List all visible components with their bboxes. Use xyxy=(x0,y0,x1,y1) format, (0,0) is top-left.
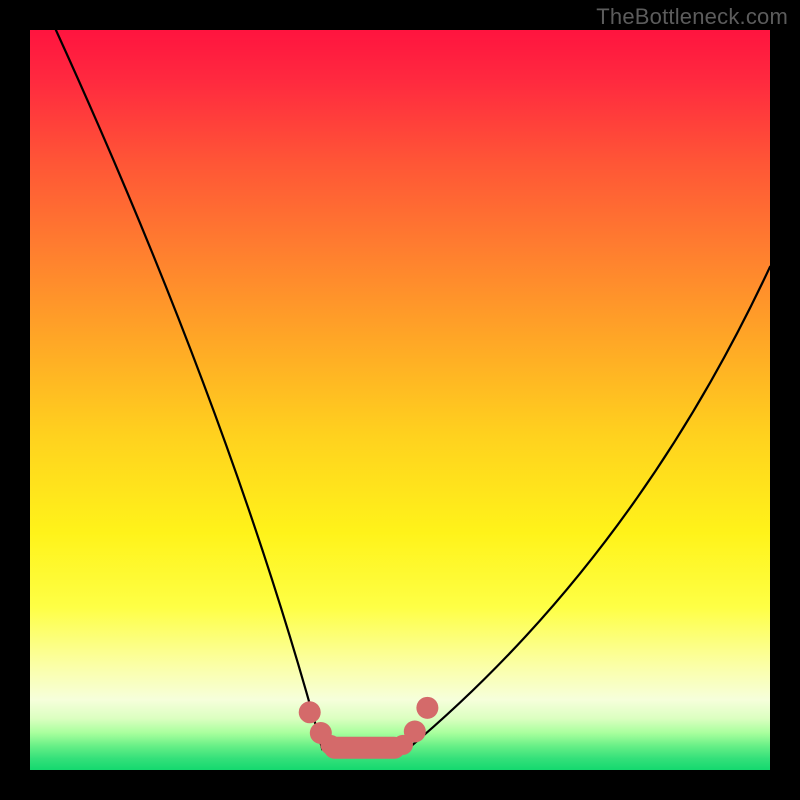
watermark-text: TheBottleneck.com xyxy=(596,4,788,30)
highlight-dot xyxy=(416,697,438,719)
highlight-group xyxy=(299,697,439,759)
highlight-dot xyxy=(299,701,321,723)
plot-svg xyxy=(30,30,770,770)
bottleneck-curve xyxy=(56,30,770,749)
highlight-dot xyxy=(320,735,340,755)
highlight-dot xyxy=(404,721,426,743)
plot-area xyxy=(30,30,770,770)
